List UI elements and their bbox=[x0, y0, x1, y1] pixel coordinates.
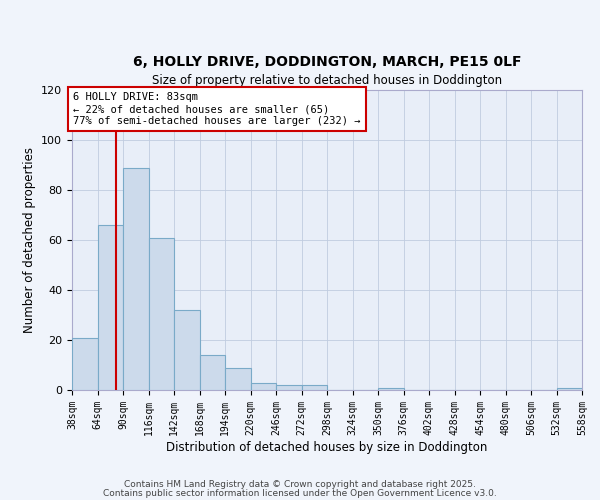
Text: 6, HOLLY DRIVE, DODDINGTON, MARCH, PE15 0LF: 6, HOLLY DRIVE, DODDINGTON, MARCH, PE15 … bbox=[133, 55, 521, 69]
Bar bbox=[557, 388, 582, 390]
Bar bbox=[97, 225, 123, 390]
Bar bbox=[72, 338, 97, 390]
Bar bbox=[251, 382, 276, 390]
X-axis label: Distribution of detached houses by size in Doddington: Distribution of detached houses by size … bbox=[166, 440, 488, 454]
Bar bbox=[302, 385, 327, 390]
Bar bbox=[378, 388, 404, 390]
Text: 6 HOLLY DRIVE: 83sqm
← 22% of detached houses are smaller (65)
77% of semi-detac: 6 HOLLY DRIVE: 83sqm ← 22% of detached h… bbox=[73, 92, 361, 126]
Bar bbox=[225, 368, 251, 390]
Bar bbox=[149, 238, 174, 390]
Text: Contains public sector information licensed under the Open Government Licence v3: Contains public sector information licen… bbox=[103, 490, 497, 498]
Bar bbox=[199, 355, 225, 390]
Bar bbox=[276, 385, 302, 390]
Title: Size of property relative to detached houses in Doddington: Size of property relative to detached ho… bbox=[152, 74, 502, 88]
Bar bbox=[174, 310, 199, 390]
Y-axis label: Number of detached properties: Number of detached properties bbox=[23, 147, 35, 333]
Text: Contains HM Land Registry data © Crown copyright and database right 2025.: Contains HM Land Registry data © Crown c… bbox=[124, 480, 476, 489]
Bar bbox=[123, 168, 149, 390]
